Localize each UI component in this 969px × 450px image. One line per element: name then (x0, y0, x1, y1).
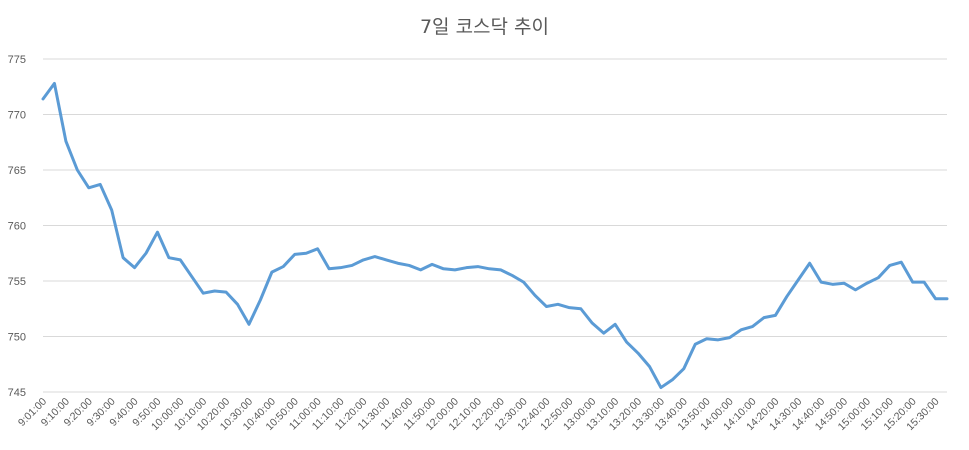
y-tick-label: 750 (8, 332, 26, 344)
chart-title: 7일 코스닥 추이 (419, 16, 550, 38)
series-line (41, 81, 949, 390)
y-tick-label: 765 (8, 165, 26, 177)
y-tick-label: 760 (8, 221, 26, 233)
y-tick-label: 745 (8, 387, 26, 399)
y-tick-label: 775 (8, 54, 26, 66)
y-tick-label: 755 (8, 276, 26, 288)
y-tick-label: 770 (8, 110, 26, 122)
